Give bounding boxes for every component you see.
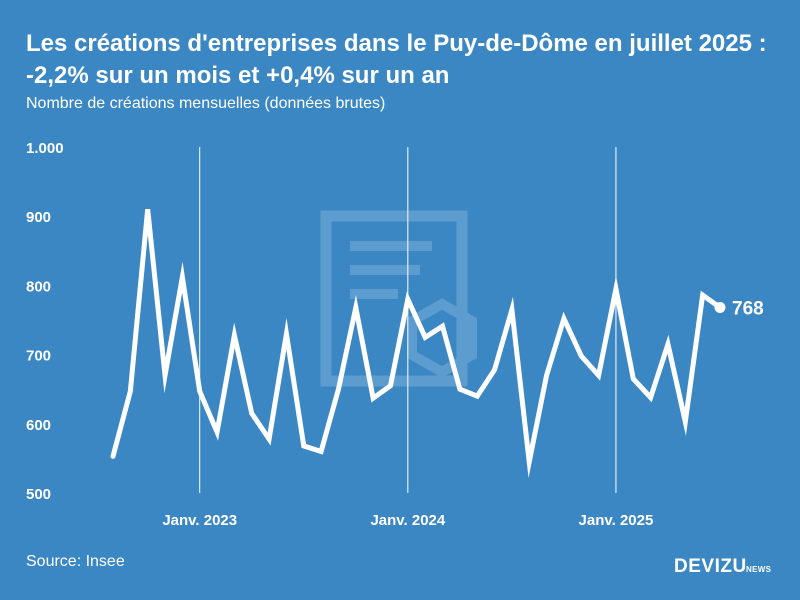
x-tick-label: Janv. 2025	[579, 512, 654, 529]
end-point-marker	[714, 302, 726, 314]
series-line	[110, 209, 723, 478]
y-tick-label: 500	[26, 486, 51, 503]
y-tick-label: 800	[26, 278, 51, 295]
x-tick-label: Janv. 2024	[370, 512, 445, 529]
brand-logo-suffix: NEWS	[746, 565, 772, 574]
brand-logo: DEVIZU	[674, 556, 747, 577]
watermark-logo-icon	[320, 210, 477, 387]
x-tick-label: Janv. 2023	[162, 512, 237, 529]
y-tick-label: 900	[26, 209, 51, 226]
y-tick-label: 1.000	[26, 140, 64, 157]
y-tick-label: 700	[26, 348, 51, 365]
end-value-label: 768	[732, 299, 764, 320]
y-tick-label: 600	[26, 417, 51, 434]
source-note: Source: Insee	[26, 553, 125, 570]
chart-subtitle: Nombre de créations mensuelles (données …	[26, 95, 386, 112]
chart-title: Les créations d'entreprises dans le Puy-…	[26, 30, 767, 89]
